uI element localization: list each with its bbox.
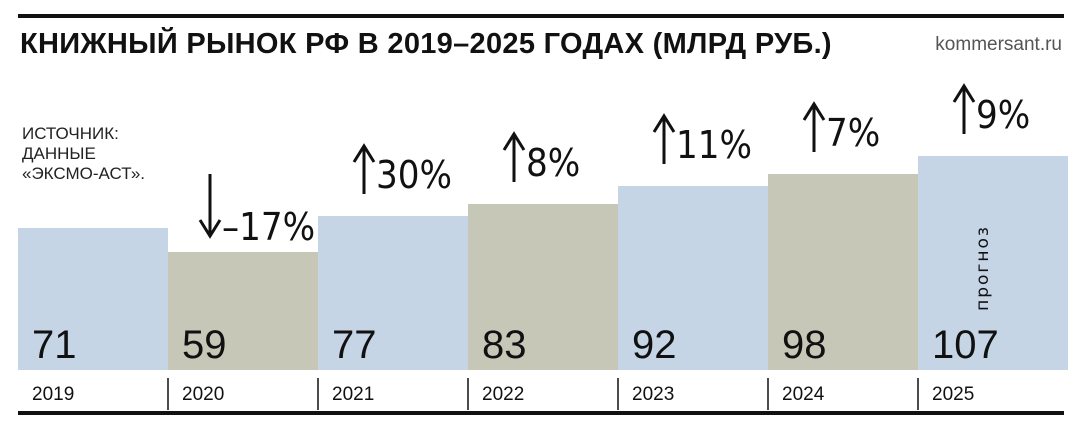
source-line-2: ДАННЫЕ [22, 144, 96, 163]
year-label-2019: 2019 [32, 384, 74, 405]
change-label-2024: 7% [826, 111, 880, 155]
change-label-2021: 30% [376, 153, 452, 197]
value-label-2019: 71 [32, 323, 77, 367]
chart-title: КНИЖНЫЙ РЫНОК РФ В 2019–2025 ГОДАХ (МЛРД… [20, 28, 832, 60]
value-label-2023: 92 [632, 323, 677, 367]
bar-2024 [768, 174, 918, 370]
change-arrow-head-2024 [802, 101, 826, 121]
value-label-2020: 59 [182, 323, 227, 367]
change-arrow-head-2021 [352, 143, 376, 163]
change-arrow-head-2025 [952, 83, 976, 103]
bar-2023 [618, 186, 768, 370]
bar-2021 [318, 216, 468, 370]
change-arrow-head-2020 [198, 219, 222, 239]
value-label-2025: 107 [932, 323, 999, 367]
change-arrow-head-2023 [652, 113, 676, 133]
change-label-2025: 9% [976, 93, 1030, 137]
source-line-1: ИСТОЧНИК: [22, 124, 119, 143]
top-rule [18, 14, 1064, 18]
change-label-2020: –17% [222, 205, 315, 249]
forecast-label: прогноз [973, 225, 993, 311]
bar-2025 [918, 156, 1068, 370]
bar-2022 [468, 204, 618, 370]
value-label-2024: 98 [782, 323, 827, 367]
source-site: kommersant.ru [935, 34, 1062, 55]
year-label-2022: 2022 [482, 384, 524, 405]
year-label-2025: 2025 [932, 384, 974, 405]
year-label-2024: 2024 [782, 384, 825, 405]
bar-2020 [168, 252, 318, 370]
change-label-2023: 11% [676, 123, 752, 167]
year-label-2023: 2023 [632, 384, 674, 405]
change-arrow-head-2022 [502, 131, 526, 151]
source-note: ИСТОЧНИК: ДАННЫЕ «ЭКСМО-АСТ». [22, 124, 145, 184]
bar-2019 [18, 228, 168, 370]
bottom-rule [18, 411, 1064, 415]
source-line-3: «ЭКСМО-АСТ». [22, 164, 146, 183]
value-label-2022: 83 [482, 323, 527, 367]
year-label-2021: 2021 [332, 384, 374, 405]
value-label-2021: 77 [332, 323, 377, 367]
change-label-2022: 8% [526, 141, 580, 185]
year-label-2020: 2020 [182, 384, 224, 405]
